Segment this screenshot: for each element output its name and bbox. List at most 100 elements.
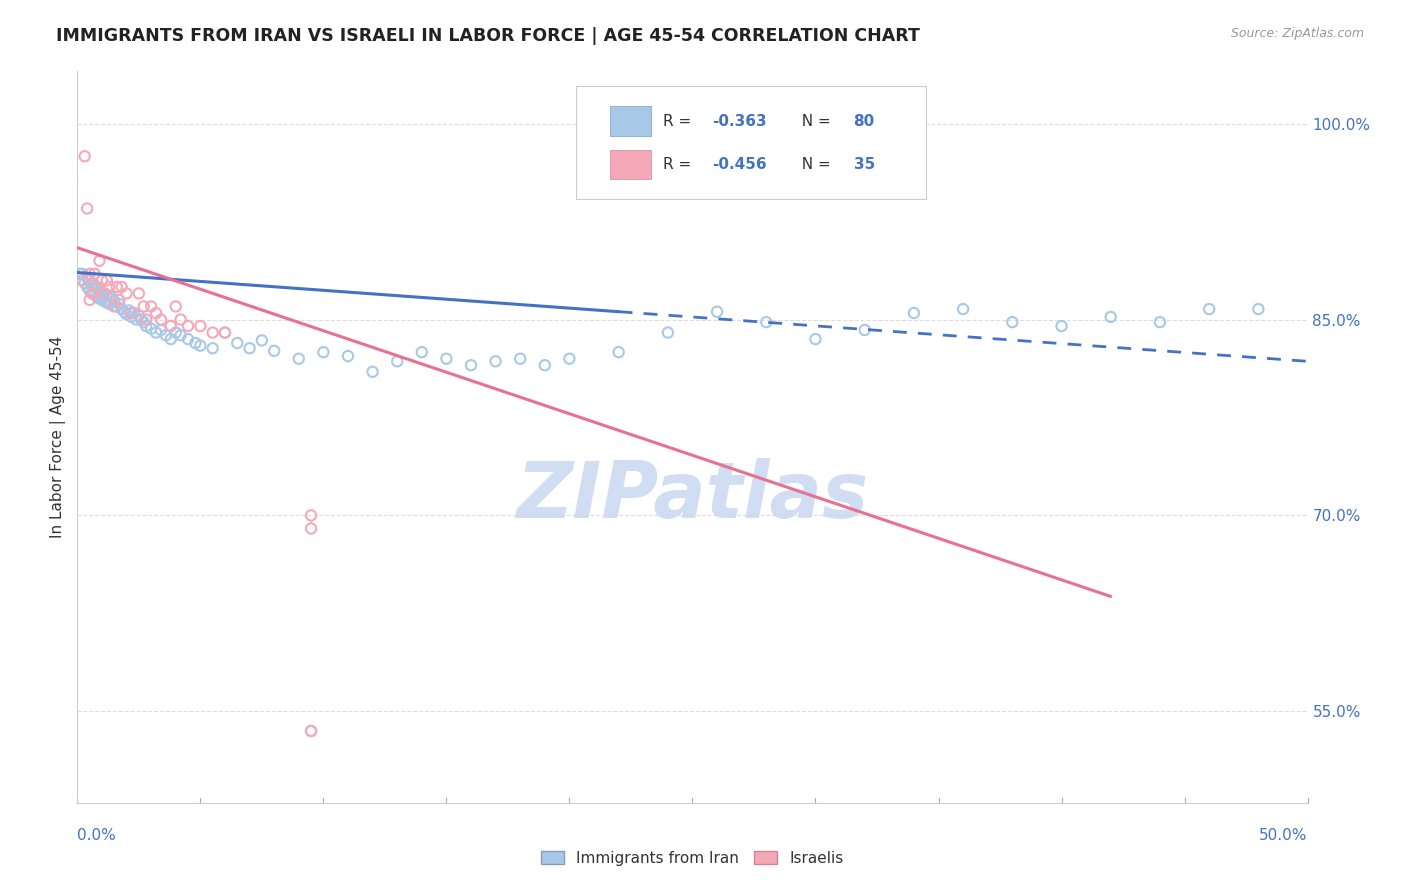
Point: [226, 336, 249, 351]
Point: [89, 253, 111, 268]
Point: [76, 202, 98, 216]
Point: [903, 306, 925, 320]
Point: [141, 300, 163, 314]
Point: [1198, 301, 1220, 317]
Point: [239, 341, 262, 355]
Point: [89, 292, 111, 306]
Point: [150, 312, 173, 326]
Bar: [610, 150, 651, 179]
Point: [299, 723, 322, 738]
Point: [190, 339, 212, 353]
Point: [93, 286, 115, 301]
Point: [755, 315, 778, 329]
Point: [122, 306, 145, 320]
Point: [952, 301, 974, 317]
Text: 80: 80: [853, 113, 875, 128]
Point: [509, 351, 531, 366]
Point: [70, 273, 93, 287]
Point: [121, 306, 143, 320]
Text: N =: N =: [792, 113, 835, 128]
Point: [83, 278, 105, 293]
Point: [460, 358, 482, 372]
Point: [111, 301, 132, 317]
Point: [534, 358, 557, 372]
Point: [132, 300, 155, 314]
Point: [436, 351, 458, 366]
Point: [145, 326, 167, 340]
Text: 50.0%: 50.0%: [1260, 828, 1308, 843]
Point: [103, 294, 125, 309]
Point: [165, 326, 187, 340]
Text: IMMIGRANTS FROM IRAN VS ISRAELI IN LABOR FORCE | AGE 45-54 CORRELATION CHART: IMMIGRANTS FROM IRAN VS ISRAELI IN LABOR…: [56, 27, 920, 45]
Point: [128, 286, 150, 301]
Point: [288, 351, 311, 366]
Point: [312, 345, 335, 359]
Point: [79, 293, 101, 307]
Point: [1050, 319, 1073, 334]
Legend: Immigrants from Iran, Israelis: Immigrants from Iran, Israelis: [536, 845, 849, 872]
Point: [73, 276, 96, 290]
Point: [79, 284, 101, 298]
Point: [96, 287, 118, 301]
Point: [755, 117, 778, 131]
Point: [105, 280, 128, 294]
Point: [299, 723, 322, 738]
Point: [118, 303, 141, 318]
Point: [83, 267, 105, 281]
Point: [108, 297, 131, 311]
Point: [361, 365, 384, 379]
Point: [86, 283, 108, 297]
Point: [90, 293, 114, 307]
Point: [135, 319, 157, 334]
Point: [165, 300, 187, 314]
Point: [706, 304, 728, 318]
Point: [160, 319, 183, 334]
Point: [150, 323, 173, 337]
Point: [131, 312, 153, 326]
Point: [90, 273, 114, 287]
Point: [201, 326, 224, 340]
Point: [93, 286, 115, 301]
Point: [115, 286, 138, 301]
Point: [263, 343, 285, 358]
Point: [201, 341, 224, 355]
Point: [82, 286, 104, 301]
Point: [132, 315, 155, 329]
Point: [96, 273, 118, 287]
Point: [82, 278, 104, 293]
Point: [853, 323, 876, 337]
Point: [804, 332, 827, 346]
Point: [69, 267, 91, 281]
Bar: [610, 106, 651, 136]
Point: [1001, 315, 1024, 329]
Point: [73, 149, 96, 163]
Point: [70, 267, 93, 281]
Point: [1149, 315, 1171, 329]
Point: [558, 351, 581, 366]
Y-axis label: In Labor Force | Age 45-54: In Labor Force | Age 45-54: [51, 336, 66, 538]
Point: [79, 273, 101, 287]
Point: [170, 312, 193, 326]
Point: [98, 297, 121, 311]
Point: [657, 326, 679, 340]
Point: [89, 284, 111, 298]
Point: [145, 306, 167, 320]
Point: [121, 310, 143, 324]
Text: ZIPatlas: ZIPatlas: [516, 458, 869, 533]
Point: [103, 300, 125, 314]
Point: [160, 332, 183, 346]
Point: [299, 508, 322, 523]
Point: [411, 345, 433, 359]
Point: [96, 295, 118, 310]
Text: R =: R =: [664, 157, 696, 172]
Point: [90, 285, 114, 299]
Point: [299, 522, 322, 536]
Text: 0.0%: 0.0%: [77, 828, 117, 843]
Point: [125, 312, 148, 326]
Point: [250, 334, 273, 348]
Point: [135, 312, 157, 326]
Point: [177, 319, 200, 334]
Point: [1247, 301, 1270, 317]
Text: R =: R =: [664, 113, 696, 128]
Point: [86, 290, 108, 304]
